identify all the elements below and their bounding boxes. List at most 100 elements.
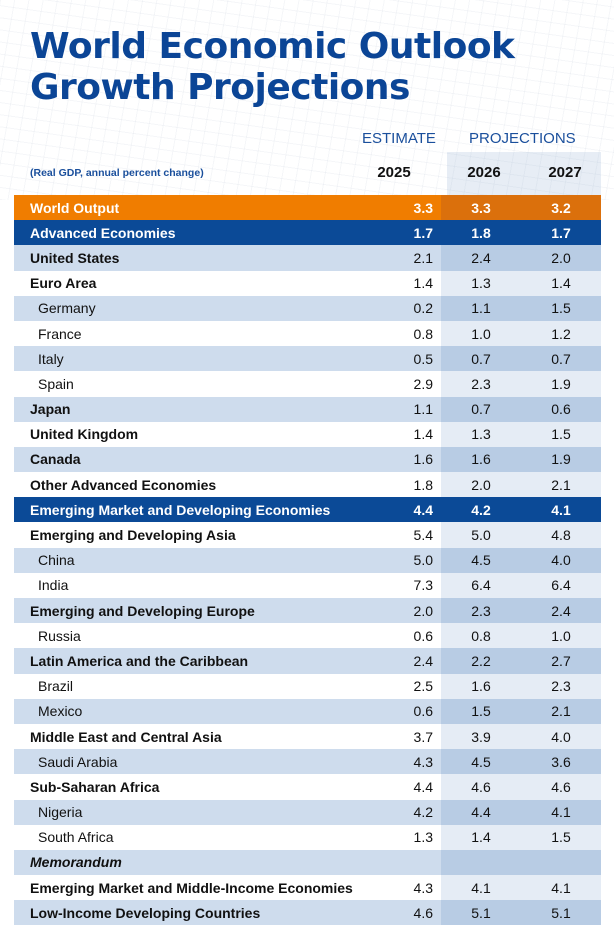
value-2027: 4.1 (521, 497, 601, 523)
value-2026: 4.5 (441, 749, 521, 775)
value-2025: 1.8 (413, 476, 433, 493)
value-2027 (521, 849, 601, 876)
row-label: Brazil (38, 678, 74, 695)
subtitle: (Real GDP, annual percent change) (30, 167, 204, 179)
value-2027: 0.6 (521, 396, 601, 422)
value-2026: 5.0 (441, 522, 521, 548)
growth-table: World Output 3.3 3.3 3.2 Advanced Economies 1… (14, 195, 601, 926)
row-label: Other Advanced Economies (30, 476, 217, 493)
table-row: Emerging and Developing Asia 5.4 5.0 4.8 (14, 522, 601, 548)
value-2025: 1.4 (413, 426, 433, 443)
year-2027: 2027 (548, 164, 582, 181)
table-row: Spain 2.9 2.3 1.9 (14, 371, 601, 397)
row-label: Emerging Market and Developing Economies (14, 497, 363, 523)
table-row: France 0.8 1.0 1.2 (14, 320, 601, 347)
value-2026: 3.3 (441, 195, 521, 221)
row-label: Japan (14, 396, 363, 422)
year-2026: 2026 (467, 164, 501, 181)
value-2025: 2.0 (363, 598, 441, 624)
table-row: Russia 0.6 0.8 1.0 (14, 623, 601, 649)
value-2027: 1.9 (521, 371, 601, 397)
value-2025: 2.4 (363, 648, 441, 674)
value-2026: 2.2 (441, 648, 521, 674)
value-2027: 4.6 (521, 774, 601, 800)
table-row: World Output 3.3 3.3 3.2 (14, 195, 601, 221)
value-2025 (363, 849, 441, 876)
value-2027: 3.2 (521, 195, 601, 221)
value-2026: 1.6 (441, 673, 521, 699)
table-row: Memorandum (14, 849, 601, 876)
table-row: Emerging Market and Middle-Income Econom… (14, 875, 601, 901)
row-label: Italy (14, 346, 363, 372)
value-2026: 2.3 (441, 371, 521, 397)
value-2027: 4.8 (521, 522, 601, 548)
value-2027: 2.1 (521, 472, 601, 498)
value-2025: 4.3 (363, 749, 441, 775)
table-row: Nigeria 4.2 4.4 4.1 (14, 799, 601, 825)
value-2026: 1.1 (441, 295, 521, 321)
table-row: Emerging Market and Developing Economies… (14, 497, 601, 523)
value-2026: 6.4 (441, 572, 521, 598)
row-label: Emerging and Developing Asia (30, 527, 236, 544)
value-2025: 1.7 (363, 220, 441, 246)
value-2027: 1.2 (521, 320, 601, 347)
value-2027: 1.5 (521, 824, 601, 850)
value-2026: 1.8 (441, 220, 521, 246)
row-label: Memorandum (14, 849, 363, 876)
row-label: France (38, 325, 82, 342)
row-label: Saudi Arabia (14, 749, 363, 775)
row-label: Emerging Market and Middle-Income Econom… (30, 879, 353, 896)
row-label: Advanced Economies (14, 220, 363, 246)
value-2026: 1.6 (441, 446, 521, 473)
value-2025: 0.2 (363, 295, 441, 321)
value-2026 (441, 849, 521, 876)
value-2026: 4.6 (441, 774, 521, 800)
value-2026: 2.4 (441, 245, 521, 271)
row-label: World Output (14, 195, 363, 221)
value-2025: 4.2 (363, 799, 441, 825)
row-label: India (38, 577, 69, 594)
value-2027: 1.7 (521, 220, 601, 246)
table-row: Mexico 0.6 1.5 2.1 (14, 698, 601, 724)
table-row: Germany 0.2 1.1 1.5 (14, 295, 601, 321)
row-label: Nigeria (14, 799, 363, 825)
value-2025: 0.6 (413, 627, 433, 644)
table-row: Other Advanced Economies 1.8 2.0 2.1 (14, 472, 601, 498)
table-row: Middle East and Central Asia 3.7 3.9 4.0 (14, 723, 601, 750)
value-2025: 3.3 (363, 195, 441, 221)
table-row: Saudi Arabia 4.3 4.5 3.6 (14, 749, 601, 775)
table-row: Brazil 2.5 1.6 2.3 (14, 673, 601, 699)
row-label: Canada (14, 446, 363, 473)
value-2025: 4.6 (363, 900, 441, 926)
value-2027: 1.5 (521, 421, 601, 447)
value-2027: 2.3 (521, 673, 601, 699)
table-row: Japan 1.1 0.7 0.6 (14, 396, 601, 422)
value-2027: 1.0 (521, 623, 601, 649)
value-2025: 2.9 (413, 375, 433, 392)
row-label: Latin America and the Caribbean (14, 648, 363, 674)
value-2026: 1.4 (441, 824, 521, 850)
value-2025: 3.7 (413, 728, 433, 745)
value-2027: 3.6 (521, 749, 601, 775)
value-2025: 0.8 (413, 325, 433, 342)
value-2027: 1.9 (521, 446, 601, 473)
value-2025: 7.3 (413, 577, 433, 594)
year-2025: 2025 (377, 164, 411, 181)
value-2026: 1.3 (441, 270, 521, 296)
estimate-header: ESTIMATE (362, 130, 436, 147)
value-2025: 5.4 (413, 527, 433, 544)
table-row: Advanced Economies 1.7 1.8 1.7 (14, 220, 601, 246)
row-label: Spain (38, 375, 74, 392)
value-2026: 5.1 (441, 900, 521, 926)
value-2027: 4.0 (521, 547, 601, 573)
value-2026: 4.1 (441, 875, 521, 901)
value-2026: 0.8 (441, 623, 521, 649)
value-2027: 1.4 (521, 270, 601, 296)
value-2026: 4.5 (441, 547, 521, 573)
value-2027: 4.1 (521, 799, 601, 825)
value-2025: 0.5 (363, 346, 441, 372)
value-2027: 6.4 (521, 572, 601, 598)
table-row: Sub-Saharan Africa 4.4 4.6 4.6 (14, 774, 601, 800)
value-2026: 1.3 (441, 421, 521, 447)
value-2027: 2.7 (521, 648, 601, 674)
